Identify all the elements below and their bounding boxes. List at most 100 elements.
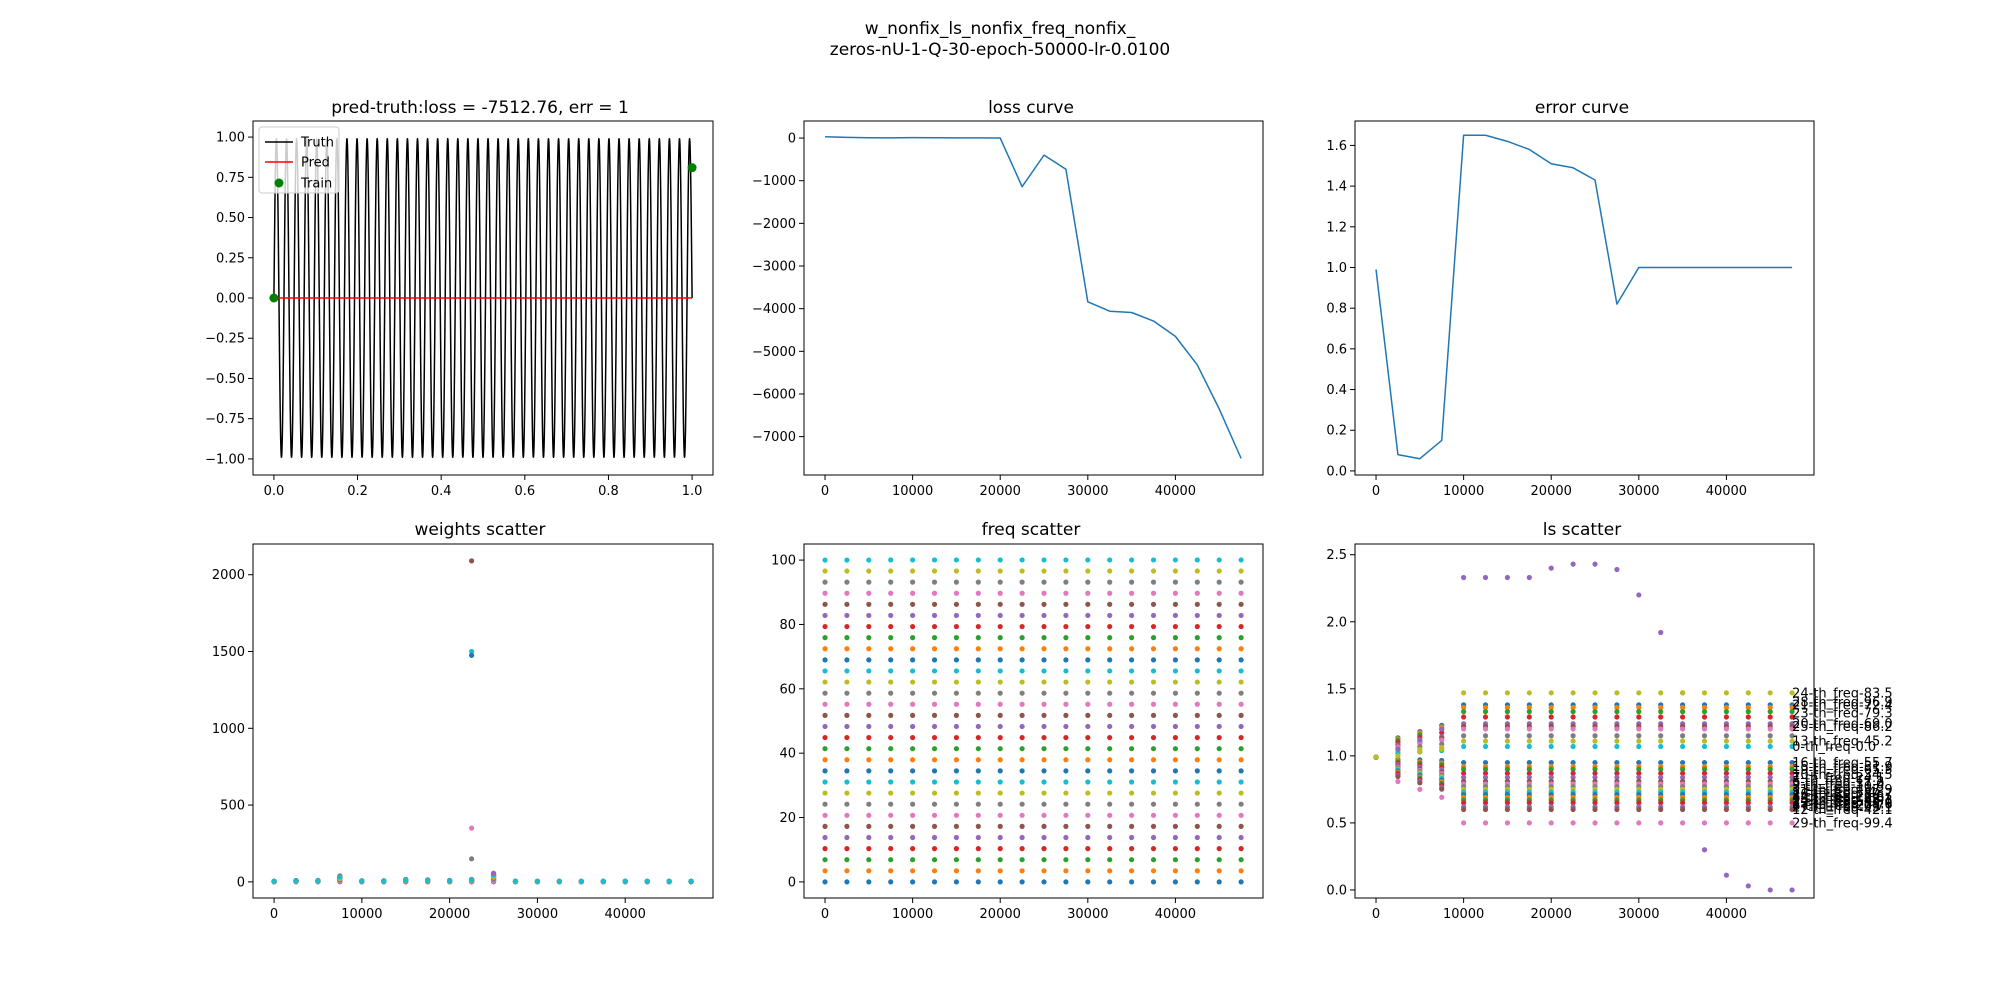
ls-point xyxy=(1395,778,1401,785)
ls-point xyxy=(1723,743,1730,750)
freq-point xyxy=(931,846,938,852)
freq-point xyxy=(1019,568,1025,574)
ls-outlier-point xyxy=(1789,690,1795,696)
freq-point xyxy=(1107,823,1113,829)
freq-point xyxy=(953,779,960,785)
freq-point xyxy=(1216,590,1222,596)
freq-point xyxy=(1107,846,1113,852)
ls-point xyxy=(1680,770,1686,776)
freq-point xyxy=(1238,723,1244,730)
freq-point xyxy=(953,734,960,741)
freq-point xyxy=(822,868,828,874)
x-tick-label: 0 xyxy=(1372,907,1380,922)
freq-point xyxy=(866,879,872,885)
ls-point xyxy=(1680,759,1686,766)
ls-point xyxy=(1614,726,1620,732)
freq-point xyxy=(1085,812,1091,818)
freq-point xyxy=(1216,657,1222,663)
freq-point xyxy=(844,657,850,663)
ls-point xyxy=(1636,704,1642,711)
freq-point xyxy=(1063,823,1069,829)
ls-point xyxy=(1592,800,1598,806)
freq-point xyxy=(866,768,872,774)
freq-point xyxy=(1085,801,1091,807)
ls-point xyxy=(1526,714,1532,720)
freq-point xyxy=(1194,734,1200,741)
ls-point xyxy=(1789,709,1795,715)
ls-point xyxy=(1570,766,1576,772)
freq-point xyxy=(1063,768,1069,774)
freq-point xyxy=(997,668,1003,674)
freq-point xyxy=(844,646,850,652)
x-tick-label: 20000 xyxy=(1531,484,1572,499)
freq-point xyxy=(953,623,960,630)
freq-point xyxy=(1129,657,1135,663)
ls-point xyxy=(1504,709,1511,715)
freq-point xyxy=(866,690,872,696)
ls-outlier-point xyxy=(1636,592,1642,598)
freq-point xyxy=(931,568,938,574)
x-tick-label: 40000 xyxy=(1155,907,1196,922)
freq-point xyxy=(888,846,894,852)
freq-point xyxy=(1172,568,1179,574)
ls-annotation: 23-th_freq-79.3 xyxy=(1792,706,1893,721)
freq-point xyxy=(1063,646,1069,652)
ls-point xyxy=(1482,743,1489,750)
ls-point xyxy=(1548,726,1554,732)
legend-label: Pred xyxy=(301,156,330,171)
freq-point xyxy=(975,657,981,663)
freq-point xyxy=(1129,612,1135,619)
ls-point xyxy=(1614,709,1620,715)
freq-point xyxy=(910,612,916,619)
freq-point xyxy=(844,712,850,718)
freq-point xyxy=(866,746,872,752)
freq-point xyxy=(997,790,1003,796)
ls-point xyxy=(1439,730,1445,736)
y-tick-label: 2.5 xyxy=(1326,548,1347,563)
ls-point xyxy=(1658,766,1664,772)
x-tick-label: 20000 xyxy=(980,484,1021,499)
y-tick-label: −0.75 xyxy=(205,412,245,427)
ls-point xyxy=(1570,714,1576,720)
ls-point xyxy=(1548,738,1554,744)
ls-outlier-point xyxy=(1548,690,1554,696)
freq-point xyxy=(1019,712,1025,718)
axes-frame xyxy=(252,543,714,899)
ls-point xyxy=(1701,774,1708,780)
panel-title: pred-truth:loss = -7512.76, err = 1 xyxy=(331,98,629,118)
freq-point xyxy=(844,834,850,841)
freq-point xyxy=(888,868,894,874)
freq-point xyxy=(822,623,828,630)
x-tick-label: 30000 xyxy=(1067,907,1108,922)
freq-point xyxy=(910,879,916,885)
y-tick-label: 2.0 xyxy=(1326,615,1347,630)
freq-point xyxy=(888,635,894,641)
ls-point xyxy=(1701,738,1708,744)
freq-point xyxy=(1129,823,1135,829)
freq-point xyxy=(1041,679,1047,685)
y-tick-label: 0.8 xyxy=(1326,302,1347,317)
freq-point xyxy=(1085,657,1091,663)
freq-point xyxy=(953,823,960,829)
ls-point xyxy=(1461,704,1467,711)
ls-point xyxy=(1504,726,1511,732)
freq-point xyxy=(1085,734,1091,741)
ls-point xyxy=(1701,759,1708,766)
freq-point xyxy=(1019,657,1025,663)
freq-point xyxy=(1107,812,1113,818)
freq-point xyxy=(1150,612,1157,619)
freq-point xyxy=(1238,646,1244,652)
freq-point xyxy=(1238,657,1244,663)
freq-point xyxy=(1063,779,1069,785)
ls-point xyxy=(1745,738,1751,744)
x-tick-label: 30000 xyxy=(1067,484,1108,499)
freq-point xyxy=(1216,690,1222,696)
freq-point xyxy=(822,879,828,885)
freq-point xyxy=(1019,690,1025,696)
freq-point xyxy=(953,579,960,585)
freq-point xyxy=(1150,679,1157,685)
freq-point xyxy=(1172,801,1179,807)
freq-point xyxy=(844,690,850,696)
ls-point xyxy=(1526,759,1532,766)
ls-point xyxy=(1504,820,1511,826)
